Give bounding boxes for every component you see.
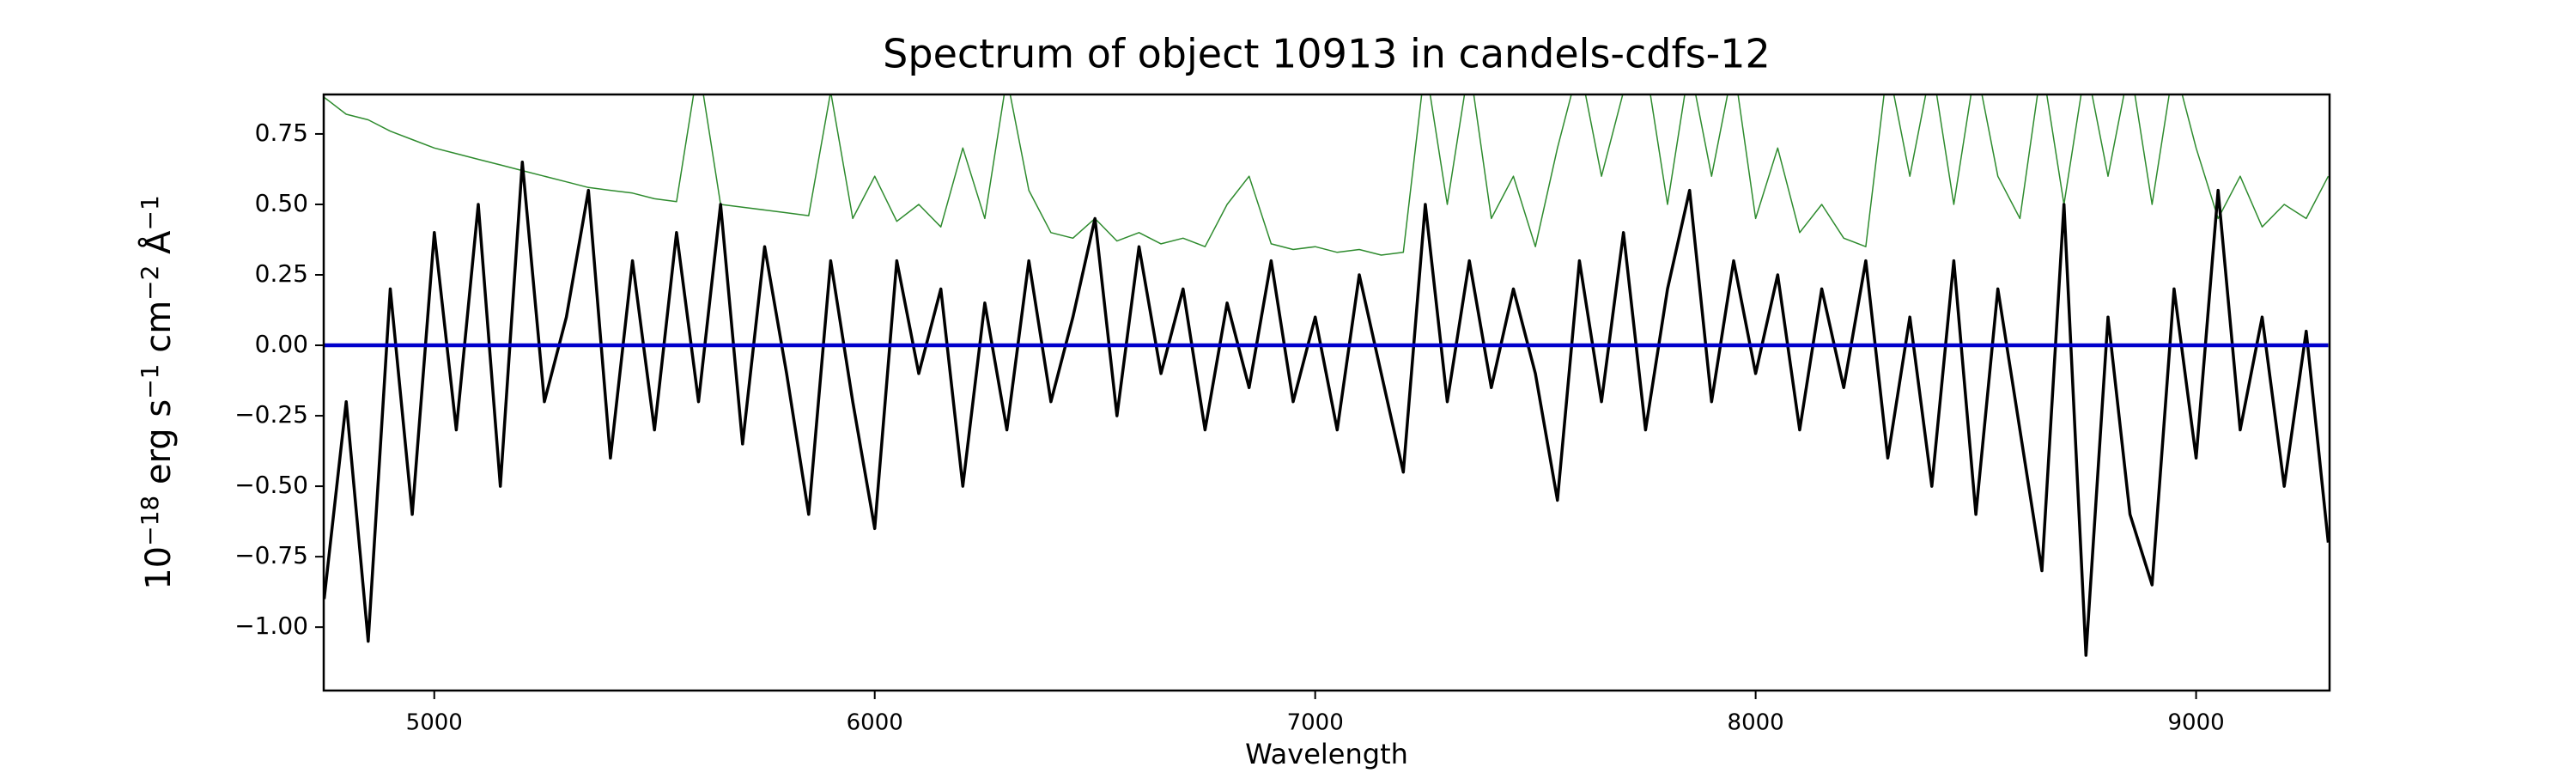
x-tick-label: 7000	[1287, 710, 1344, 736]
series-line	[324, 161, 2330, 657]
y-tick-label: −1.00	[234, 612, 308, 640]
y-tick-label: −0.50	[234, 471, 308, 499]
y-tick-label: 0.75	[255, 119, 308, 147]
chart-title: Spectrum of object 10913 in candels-cdfs…	[883, 31, 1771, 77]
series-line	[324, 94, 2330, 256]
y-tick-label: 0.50	[255, 189, 308, 217]
x-tick-label: 8000	[1728, 710, 1784, 736]
y-tick-label: −0.75	[234, 541, 308, 569]
y-axis-label-exponent: −1	[136, 195, 164, 230]
y-axis-label-part: Å	[137, 230, 179, 265]
x-tick-label: 9000	[2167, 710, 2224, 736]
plot-frame	[322, 93, 2331, 692]
y-axis-label-exponent: −1	[136, 364, 164, 399]
y-axis-label: 10−18 erg s−1 cm−2 Å−1	[136, 195, 179, 590]
y-axis-label-exponent: −18	[136, 496, 164, 546]
x-tick-label: 6000	[847, 710, 903, 736]
x-tick-label: 5000	[406, 710, 463, 736]
y-tick-label: −0.25	[234, 400, 308, 429]
y-axis-label-part: cm	[139, 301, 179, 364]
x-axis-label: Wavelength	[1245, 738, 1408, 770]
y-tick-label: 0.00	[255, 330, 308, 358]
y-tick-label: 0.25	[255, 259, 308, 288]
y-axis-label-part: erg s	[139, 399, 179, 496]
y-axis-label-exponent: −2	[136, 265, 164, 301]
plot-area	[324, 94, 2330, 657]
y-axis-label-part: 10	[139, 546, 179, 590]
